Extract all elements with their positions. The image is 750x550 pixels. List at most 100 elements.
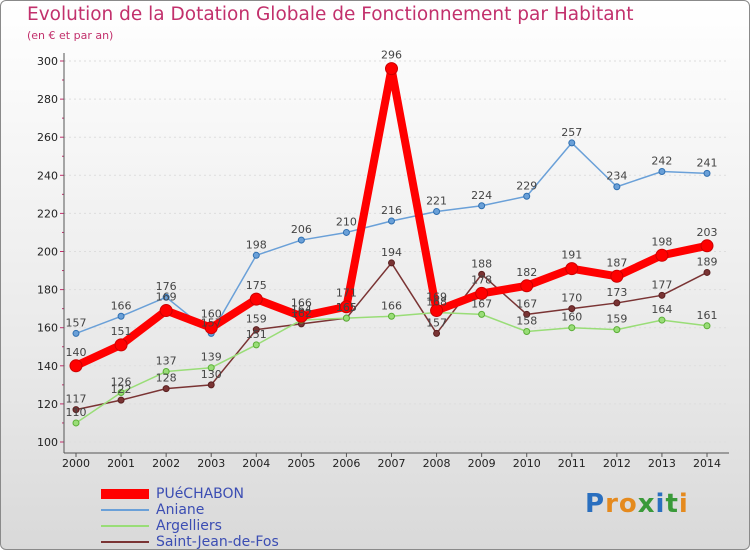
data-label: 194 (381, 246, 402, 259)
data-label: 234 (606, 170, 627, 183)
proxiti-logo: Proxiti (585, 489, 689, 519)
logo-letter: x (637, 489, 656, 519)
data-label: 241 (697, 156, 718, 169)
data-point (478, 270, 486, 278)
data-label: 166 (381, 299, 402, 312)
data-label: 164 (291, 303, 312, 316)
data-point (297, 236, 305, 244)
data-label: 173 (606, 286, 627, 299)
y-tick-label: 140 (37, 360, 58, 373)
data-label: 161 (697, 309, 718, 322)
y-tick-label: 160 (37, 322, 58, 335)
x-tick-label: 2008 (423, 457, 451, 470)
x-tick-label: 2009 (468, 457, 496, 470)
data-label: 126 (111, 375, 132, 388)
data-point (252, 341, 260, 349)
data-point (385, 62, 398, 76)
data-label: 151 (246, 328, 267, 341)
data-label: 203 (697, 226, 718, 239)
logo-letter: t (665, 489, 679, 519)
data-point (475, 286, 489, 300)
data-label: 165 (336, 301, 357, 314)
data-point (72, 419, 80, 427)
data-label: 178 (471, 273, 492, 286)
data-label: 296 (381, 49, 402, 62)
y-tick-label: 240 (37, 169, 58, 182)
data-point (388, 312, 395, 320)
x-tick-label: 2013 (648, 457, 676, 470)
logo-letter: i (655, 489, 666, 519)
data-point (433, 207, 441, 215)
data-label: 159 (606, 313, 627, 326)
data-point (69, 359, 83, 373)
data-point (523, 328, 531, 336)
data-label: 191 (561, 249, 582, 262)
x-tick-label: 2012 (603, 457, 631, 470)
legend-label-aniane: Aniane (156, 502, 205, 518)
data-label: 110 (66, 406, 87, 419)
data-point (478, 202, 486, 210)
legend-label-argelliers: Argelliers (156, 518, 222, 534)
x-tick-label: 2005 (287, 457, 315, 470)
data-point (568, 305, 576, 313)
y-tick-label: 200 (37, 246, 58, 259)
data-label: 175 (246, 279, 267, 292)
data-label: 159 (246, 313, 267, 326)
data-point (162, 385, 170, 393)
data-point (703, 268, 711, 276)
x-tick-label: 2004 (242, 457, 270, 470)
data-point (162, 293, 170, 301)
data-label: 160 (561, 311, 582, 324)
chart-subtitle: (en € et par an) (27, 29, 114, 42)
x-tick-label: 2002 (152, 457, 180, 470)
data-point (430, 304, 444, 318)
legend-swatch-puechabon (101, 489, 149, 499)
data-point (565, 262, 579, 276)
data-label: 221 (426, 194, 447, 207)
logo-letter: r (605, 489, 619, 519)
data-label: 157 (66, 316, 87, 329)
y-tick-label: 300 (37, 55, 58, 68)
data-point (339, 300, 353, 314)
data-label: 257 (561, 126, 582, 139)
y-tick-label: 280 (37, 93, 58, 106)
data-label: 151 (111, 325, 132, 338)
data-point (658, 316, 666, 324)
data-label: 166 (111, 299, 132, 312)
data-label: 139 (201, 351, 222, 364)
x-tick-label: 2011 (558, 457, 586, 470)
x-tick-label: 2006 (332, 457, 360, 470)
data-point (342, 314, 350, 322)
data-point (700, 239, 714, 253)
data-point (207, 364, 215, 372)
data-label: 210 (336, 215, 357, 228)
data-label: 157 (201, 316, 222, 329)
logo-letter: o (618, 489, 638, 519)
data-label: 169 (156, 291, 177, 304)
data-point (207, 381, 215, 389)
data-point (342, 228, 350, 236)
data-point (388, 259, 395, 267)
data-label: 157 (426, 316, 447, 329)
data-label: 229 (516, 179, 537, 192)
data-label: 177 (651, 278, 672, 291)
data-point (294, 309, 308, 323)
data-point (523, 192, 531, 200)
legend-swatch-saint-jean-de-fos (101, 541, 149, 543)
data-point (568, 139, 576, 147)
data-label: 167 (516, 297, 537, 310)
data-label: 140 (66, 346, 87, 359)
data-point (249, 292, 263, 306)
data-point (252, 326, 260, 334)
data-point (204, 321, 218, 335)
data-label: 158 (516, 315, 537, 328)
legend-swatch-argelliers (101, 525, 149, 527)
data-label: 130 (201, 368, 222, 381)
data-point (520, 279, 534, 293)
y-tick-label: 180 (37, 284, 58, 297)
logo-letter: P (585, 489, 606, 519)
data-point (613, 183, 621, 191)
x-tick-label: 2001 (107, 457, 135, 470)
data-point (72, 329, 80, 337)
x-tick-label: 2010 (513, 457, 541, 470)
